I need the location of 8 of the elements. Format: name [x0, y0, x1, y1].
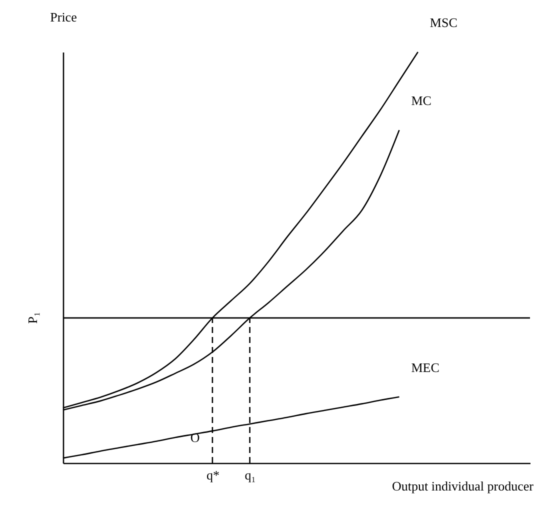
- x-axis-title: Output individual producer: [392, 478, 534, 494]
- series-label: MSC: [430, 15, 458, 30]
- series-label: MEC: [411, 360, 440, 375]
- series-label: MC: [411, 93, 432, 108]
- y-axis-title: Price: [50, 10, 78, 24]
- x-tick-label: q₁: [244, 468, 256, 482]
- x-tick-label: q*: [206, 468, 220, 482]
- ref-line-label: P₁: [25, 312, 40, 324]
